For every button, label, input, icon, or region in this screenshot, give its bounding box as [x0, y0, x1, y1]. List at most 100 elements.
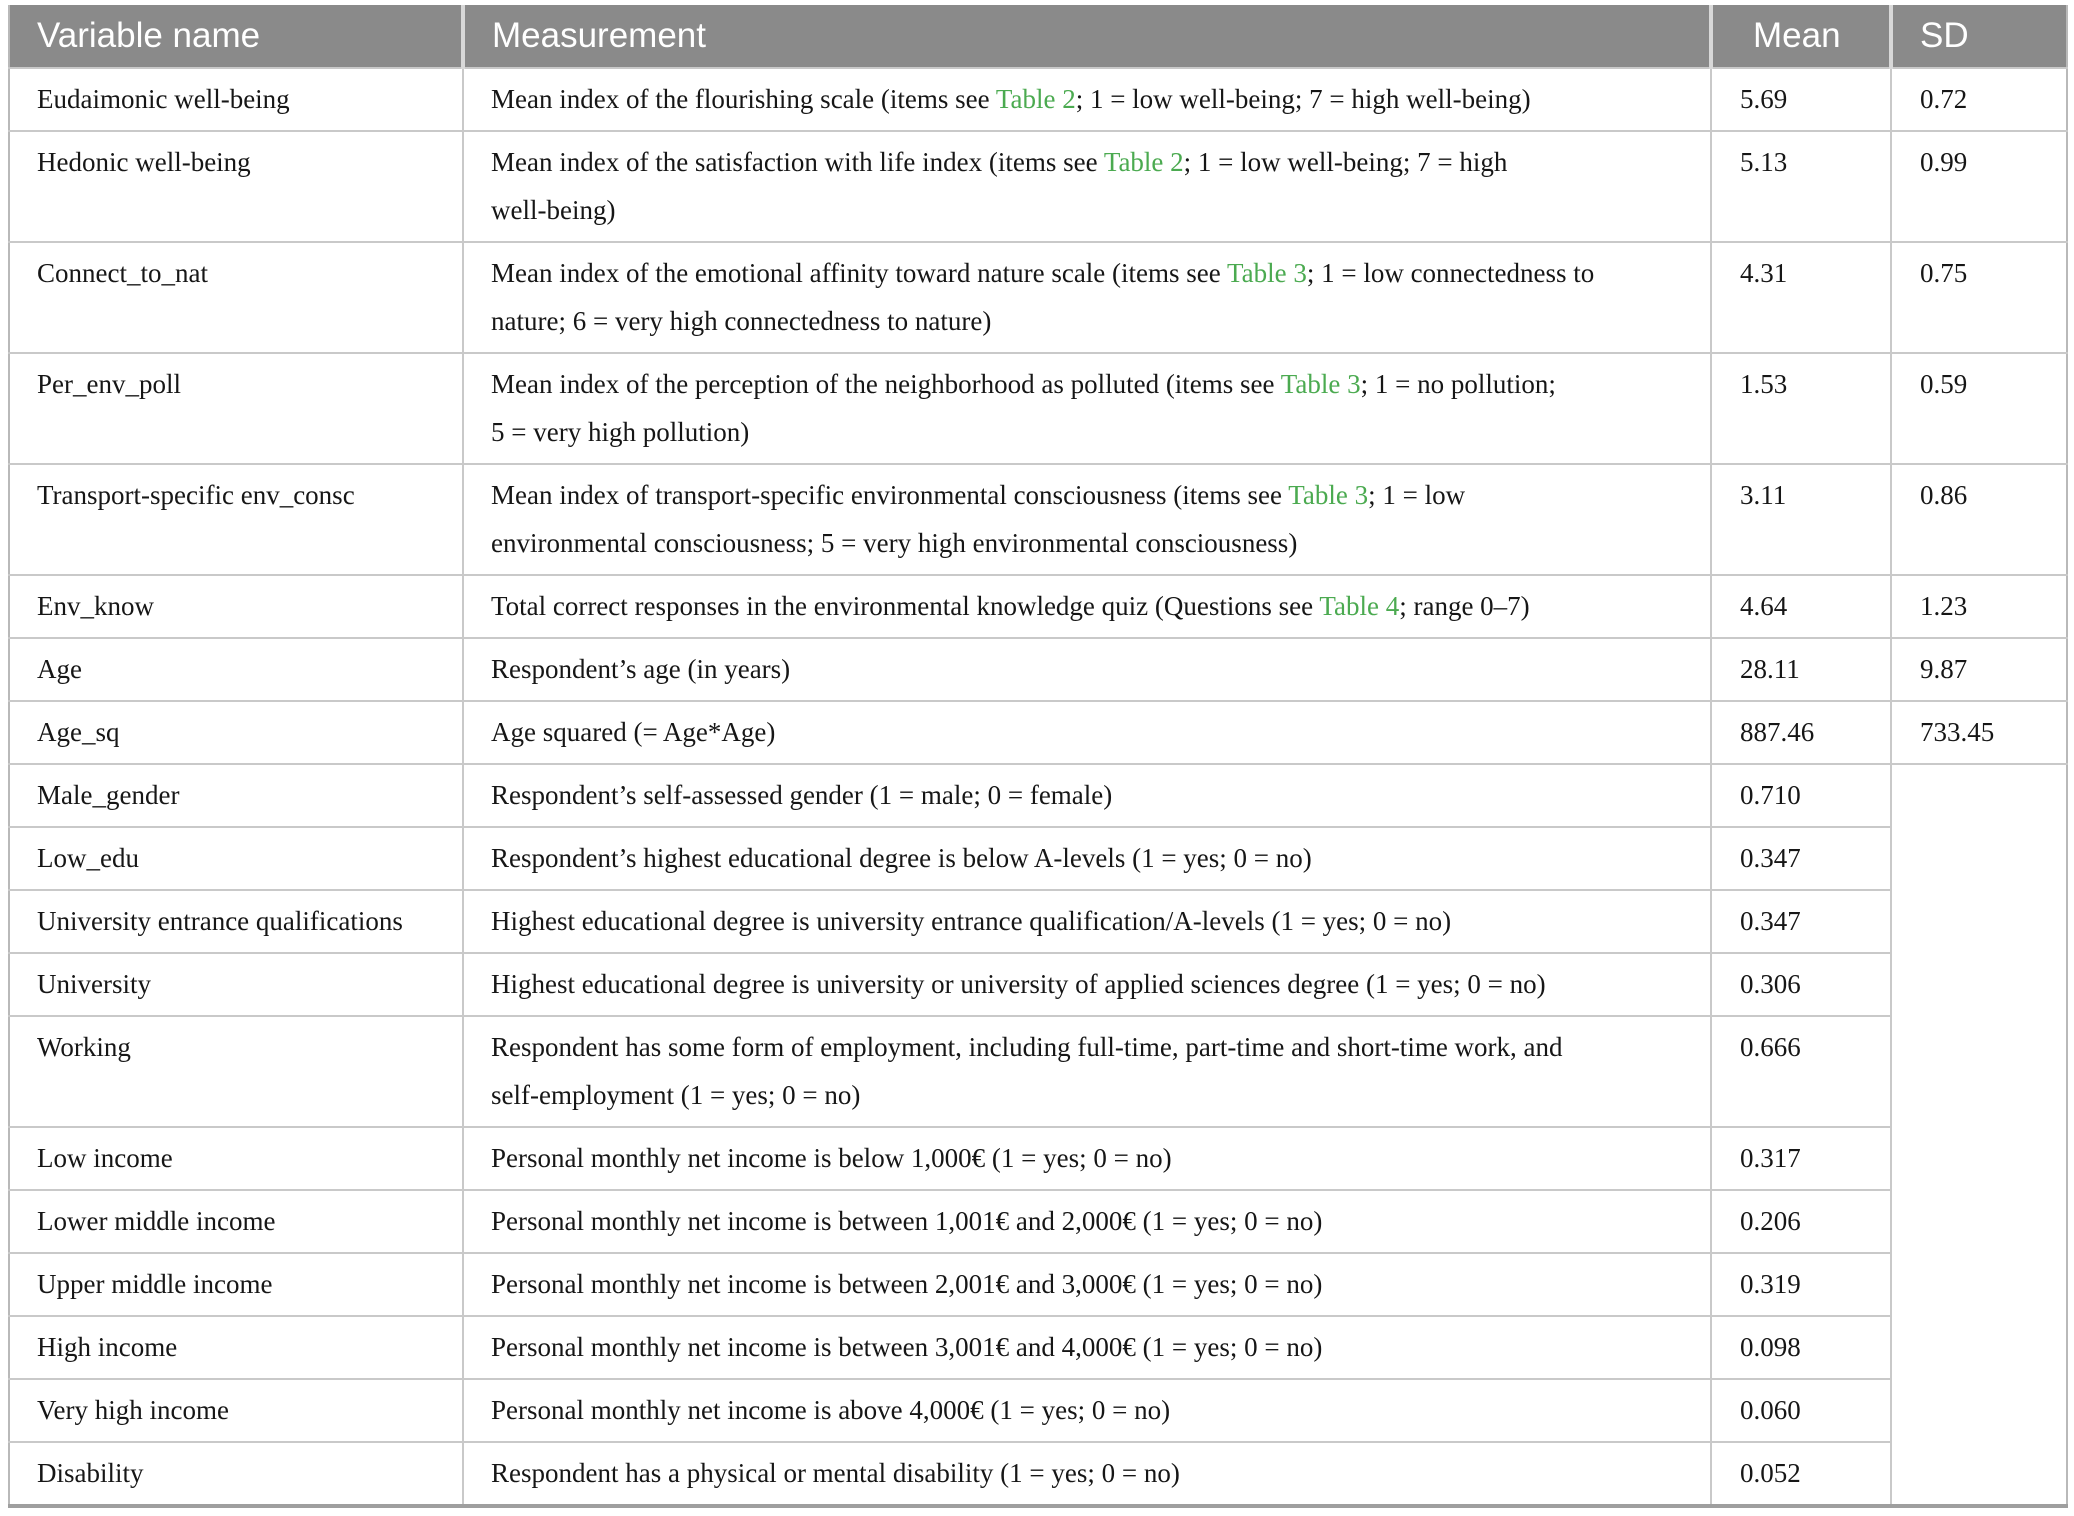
measurement-cell: Personal monthly net income is above 4,0… [462, 1378, 1711, 1442]
measurement-text: Respondent’s age (in years) [491, 654, 791, 684]
summary-statistics-table: Variable name Measurement Mean SD Eudaim… [8, 5, 2068, 1508]
measurement-line: Personal monthly net income is between 2… [491, 1260, 1700, 1308]
variable-cell: Transport-specific env_consc [9, 463, 463, 575]
table-row: Hedonic well-being Mean index of the sati… [9, 130, 2067, 242]
sd-cell: 733.45 [1890, 700, 2067, 764]
measurement-text: ; 1 = low connectedness to [1306, 258, 1595, 288]
measurement-text: ; range 0–7) [1399, 591, 1530, 621]
variable-cell: Upper middle income [9, 1252, 463, 1316]
mean-cell: 0.666 [1710, 1015, 1891, 1127]
measurement-text: Personal monthly net income is between 3… [491, 1332, 1323, 1362]
measurement-text: Age squared (= Age*Age) [491, 717, 776, 747]
variable-cell: Connect_to_nat [9, 241, 463, 353]
column-header-measurement: Measurement [461, 5, 1711, 68]
table-row: Eudaimonic well-being Mean index of the f… [9, 67, 2067, 131]
measurement-text: Respondent’s highest educational degree … [491, 843, 1312, 873]
mean-cell: 0.098 [1710, 1315, 1891, 1379]
table-3-link[interactable]: Table 3 [1280, 369, 1361, 399]
measurement-text: Total correct responses in the environme… [491, 591, 1320, 621]
measurement-line: Respondent’s highest educational degree … [491, 834, 1700, 882]
measurement-text: nature; 6 = very high connectedness to n… [491, 306, 992, 336]
measurement-cell: Personal monthly net income is between 1… [462, 1189, 1711, 1253]
table-row: University entrance qualifications Highes… [9, 889, 2067, 953]
mean-cell: 0.060 [1710, 1378, 1891, 1442]
measurement-cell: Highest educational degree is university… [462, 889, 1711, 953]
measurement-text: Mean index of the perception of the neig… [491, 369, 1281, 399]
measurement-text: Mean index of the satisfaction with life… [491, 147, 1104, 177]
mean-cell: 28.11 [1710, 637, 1891, 701]
measurement-line: environmental consciousness; 5 = very hi… [491, 519, 1700, 567]
measurement-cell: Respondent’s highest educational degree … [462, 826, 1711, 890]
measurement-line: Highest educational degree is university… [491, 897, 1700, 945]
sd-cell: 0.99 [1890, 130, 2067, 242]
measurement-cell: Respondent’s age (in years) [462, 637, 1711, 701]
variable-cell: Working [9, 1015, 463, 1127]
measurement-line: self-employment (1 = yes; 0 = no) [491, 1071, 1700, 1119]
measurement-cell: Highest educational degree is university… [462, 952, 1711, 1016]
table-row: Connect_to_nat Mean index of the emotiona… [9, 241, 2067, 353]
sd-merged-cell [1890, 763, 2067, 1506]
measurement-text: Mean index of transport-specific environ… [491, 480, 1289, 510]
measurement-line: well-being) [491, 186, 1700, 234]
mean-cell: 0.347 [1710, 889, 1891, 953]
measurement-text: Personal monthly net income is above 4,0… [491, 1395, 1171, 1425]
table-2-link[interactable]: Table 2 [995, 84, 1076, 114]
measurement-text: ; 1 = no pollution; [1360, 369, 1556, 399]
measurement-text: Mean index of the flourishing scale (ite… [491, 84, 996, 114]
header-row: Variable name Measurement Mean SD [9, 5, 2067, 68]
variable-cell: Very high income [9, 1378, 463, 1442]
measurement-line: Respondent has a physical or mental disa… [491, 1449, 1700, 1497]
table-row: Per_env_poll Mean index of the perception… [9, 352, 2067, 464]
variable-cell: Age [9, 637, 463, 701]
measurement-text: Highest educational degree is university… [491, 969, 1546, 999]
table-3-link[interactable]: Table 3 [1288, 480, 1369, 510]
measurement-text: ; 1 = low [1368, 480, 1466, 510]
variable-cell: Low income [9, 1126, 463, 1190]
table-body: Eudaimonic well-being Mean index of the f… [9, 67, 2067, 1506]
table-2-link[interactable]: Table 2 [1103, 147, 1184, 177]
table-row: Low income Personal monthly net income is… [9, 1126, 2067, 1190]
measurement-line: Personal monthly net income is above 4,0… [491, 1386, 1700, 1434]
variable-cell: Male_gender [9, 763, 463, 827]
mean-cell: 887.46 [1710, 700, 1891, 764]
measurement-text: Highest educational degree is university… [491, 906, 1452, 936]
table-row: Age_sq Age squared (= Age*Age) 887.46 733.4… [9, 700, 2067, 764]
measurement-cell: Mean index of the emotional affinity tow… [462, 241, 1711, 353]
table-row: Age Respondent’s age (in years) 28.11 9.87 [9, 637, 2067, 701]
table-header: Variable name Measurement Mean SD [9, 5, 2067, 68]
measurement-line: Mean index of transport-specific environ… [491, 471, 1700, 519]
table-row: Upper middle income Personal monthly net … [9, 1252, 2067, 1316]
measurement-line: Mean index of the emotional affinity tow… [491, 249, 1700, 297]
column-header-mean: Mean [1709, 5, 1891, 68]
variable-cell: Disability [9, 1441, 463, 1506]
measurement-line: Respondent has some form of employment, … [491, 1023, 1700, 1071]
variable-cell: Low_edu [9, 826, 463, 890]
mean-cell: 1.53 [1710, 352, 1891, 464]
mean-cell: 0.347 [1710, 826, 1891, 890]
measurement-text: Respondent’s self-assessed gender (1 = m… [491, 780, 1113, 810]
measurement-line: Mean index of the satisfaction with life… [491, 138, 1700, 186]
measurement-text: Respondent has some form of employment, … [491, 1032, 1563, 1062]
measurement-text: Mean index of the emotional affinity tow… [491, 258, 1228, 288]
table-row: University Highest educational degree is … [9, 952, 2067, 1016]
measurement-cell: Personal monthly net income is below 1,0… [462, 1126, 1711, 1190]
mean-cell: 0.206 [1710, 1189, 1891, 1253]
variable-cell: High income [9, 1315, 463, 1379]
mean-cell: 0.319 [1710, 1252, 1891, 1316]
measurement-text: well-being) [491, 195, 616, 225]
mean-cell: 4.64 [1710, 574, 1891, 638]
mean-cell: 5.69 [1710, 67, 1891, 131]
measurement-text: Respondent has a physical or mental disa… [491, 1458, 1180, 1488]
measurement-text: Personal monthly net income is between 1… [491, 1206, 1323, 1236]
mean-cell: 0.306 [1710, 952, 1891, 1016]
table-row: Lower middle income Personal monthly net … [9, 1189, 2067, 1253]
table-4-link[interactable]: Table 4 [1319, 591, 1400, 621]
measurement-cell: Respondent’s self-assessed gender (1 = m… [462, 763, 1711, 827]
column-header-variable-name: Variable name [9, 5, 463, 68]
sd-cell: 0.72 [1890, 67, 2067, 131]
measurement-line: Age squared (= Age*Age) [491, 708, 1700, 756]
measurement-line: nature; 6 = very high connectedness to n… [491, 297, 1700, 345]
measurement-line: Respondent’s age (in years) [491, 645, 1700, 693]
measurement-line: Mean index of the perception of the neig… [491, 360, 1700, 408]
table-3-link[interactable]: Table 3 [1227, 258, 1307, 288]
